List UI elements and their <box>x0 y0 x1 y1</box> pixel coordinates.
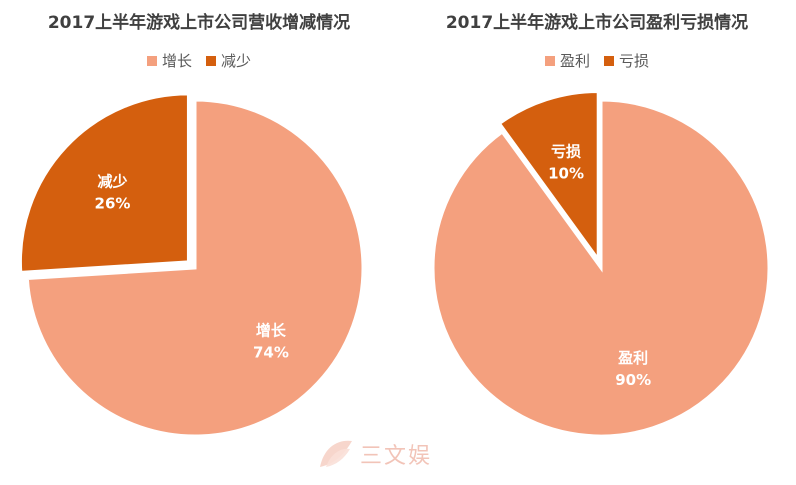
slice-label-name: 减少 <box>98 173 128 191</box>
slice-label-value: 10% <box>548 164 584 182</box>
legend-item-decrease: 减少 <box>206 50 251 71</box>
chart-title: 2017上半年游戏上市公司盈利亏损情况 <box>445 13 749 33</box>
legend-label: 盈利 <box>559 52 590 70</box>
legend-item-growth: 增长 <box>146 50 192 71</box>
slice-label-name: 增长 <box>256 321 287 339</box>
pie-slice-亏损 <box>497 89 600 265</box>
pie-slice-盈利 <box>431 98 771 438</box>
legend-label: 增长 <box>161 52 192 70</box>
slice-label-name: 盈利 <box>617 349 648 367</box>
legend-swatch <box>206 55 216 66</box>
legend-label: 亏损 <box>619 52 650 70</box>
watermark-text: 三文娱 <box>360 444 433 469</box>
legend-item-loss: 亏损 <box>604 50 649 71</box>
legend-swatch <box>604 55 614 66</box>
pie-chart: 增长 74% 减少 26% <box>18 92 365 438</box>
watermark: 三文娱 <box>316 434 432 474</box>
chart-legend: 增长 减少 <box>0 50 398 71</box>
chart-title: 2017上半年游戏上市公司营收增减情况 <box>47 13 351 33</box>
pie-chart: 盈利 90% 亏损 10% <box>431 89 771 438</box>
legend-swatch <box>544 55 555 66</box>
pie-slice-增长 <box>25 98 365 438</box>
slice-label-value: 26% <box>95 195 131 213</box>
pie-slice-减少 <box>18 92 190 274</box>
legend-item-profit: 盈利 <box>544 50 590 71</box>
leaf-logo-icon <box>320 440 352 467</box>
slice-label-name: 亏损 <box>551 142 581 160</box>
legend-label: 减少 <box>221 52 252 70</box>
slice-label-value: 74% <box>253 343 289 361</box>
profit-loss-chart: 2017上半年游戏上市公司盈利亏损情况 盈利 亏损 盈利 90% 亏损 10% <box>398 0 796 485</box>
legend-swatch <box>146 55 157 66</box>
revenue-change-chart: 2017上半年游戏上市公司营收增减情况 增长 减少 增长 74% 减少 26% <box>0 13 398 438</box>
slice-label-value: 90% <box>615 371 651 389</box>
chart-legend: 盈利 亏损 <box>398 50 796 71</box>
